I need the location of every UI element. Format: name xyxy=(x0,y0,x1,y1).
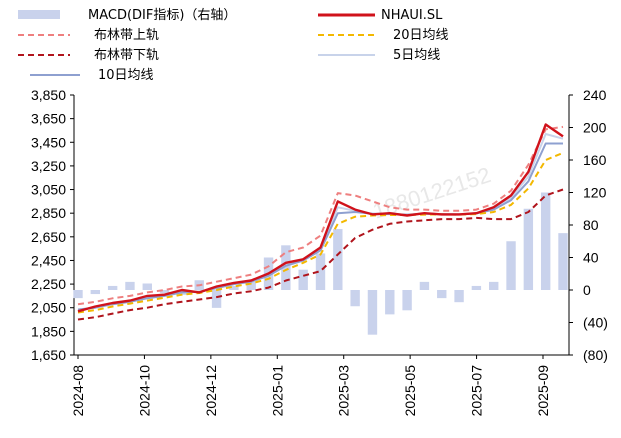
macd-bar xyxy=(471,285,482,290)
legend-label-macd: MACD(DIF指标)（右轴） xyxy=(88,8,236,23)
y-tick-right-label: 40 xyxy=(583,250,599,266)
macd-bar xyxy=(558,233,568,290)
legend-label-boll-lower: 布林带下轨 xyxy=(94,48,159,63)
macd-bar xyxy=(107,285,118,290)
legend-label-ma5: 5日均线 xyxy=(393,48,440,63)
macd-bar xyxy=(350,290,360,307)
macd-bar xyxy=(159,290,170,294)
series-lines xyxy=(77,123,564,321)
x-tick-label: 2024-10 xyxy=(136,365,152,417)
y-tick-right-label: 120 xyxy=(583,185,607,201)
macd-bar xyxy=(506,241,516,290)
legend-label-nhaui: NHAUI.SL xyxy=(381,8,443,23)
y-tick-right-label: 160 xyxy=(583,152,607,168)
y-tick-right-label: 80 xyxy=(583,217,599,233)
legend: MACD(DIF指标)（右轴） NHAUI.SL 布林带上轨 20日均线 布林带… xyxy=(18,8,449,83)
y-tick-left-label: 3,450 xyxy=(31,134,66,150)
y-tick-left-label: 2,650 xyxy=(31,229,66,245)
y-ticks-left: 3,850 3,650 3,450 3,250 3,050 2,850 2,650 2,450… xyxy=(31,87,74,363)
x-tick-label: 2024-12 xyxy=(203,365,219,417)
macd-bar xyxy=(419,281,430,290)
macd-bar xyxy=(437,290,447,299)
y-tick-left-label: 3,250 xyxy=(31,158,66,174)
macd-bar xyxy=(454,290,464,303)
y-tick-right-label: 240 xyxy=(583,87,607,103)
y-tick-left-label: 2,450 xyxy=(31,252,66,268)
y-ticks-right: 240 200 160 120 80 40 0 (40) (80) xyxy=(569,87,608,363)
y-tick-right-label: (40) xyxy=(583,315,608,331)
x-tick-label: 2024-08 xyxy=(70,365,86,417)
x-tick-label: 2025-07 xyxy=(469,365,485,417)
macd-bar xyxy=(281,245,291,290)
y-tick-left-label: 3,050 xyxy=(31,182,66,198)
macd-bar xyxy=(142,283,152,290)
y-tick-left-label: 2,850 xyxy=(31,205,66,221)
series-line-布林带下轨 xyxy=(77,188,564,321)
legend-label-ma10: 10日均线 xyxy=(98,68,154,83)
y-tick-left-label: 1,850 xyxy=(31,323,66,339)
x-tick-label: 2025-01 xyxy=(269,365,285,417)
macd-bar xyxy=(246,281,256,290)
macd-bar xyxy=(333,229,343,290)
macd-bar xyxy=(211,290,222,308)
series-line-NHAUI.SL xyxy=(77,123,564,313)
y-tick-right-label: 200 xyxy=(583,120,607,136)
macd-bar xyxy=(73,290,83,299)
legend-label-boll-upper: 布林带上轨 xyxy=(94,28,159,43)
macd-bar xyxy=(385,290,395,315)
macd-bar xyxy=(229,285,239,290)
macd-bar xyxy=(125,281,135,290)
macd-bar xyxy=(402,290,412,311)
macd-bar xyxy=(540,192,551,290)
x-tick-label: 2025-05 xyxy=(402,365,418,417)
y-tick-left-label: 2,250 xyxy=(31,276,66,292)
macd-bar xyxy=(523,208,534,290)
y-tick-right-label: (80) xyxy=(583,347,608,363)
x-tick-label: 2025-09 xyxy=(535,365,551,417)
legend-label-ma20: 20日均线 xyxy=(393,28,449,43)
y-tick-left-label: 3,650 xyxy=(31,111,66,127)
y-tick-right-label: 0 xyxy=(583,282,591,298)
macd-bars xyxy=(73,192,568,335)
x-ticks: 2024-08 2024-10 2024-12 2025-01 2025-03 2025-… xyxy=(70,355,551,416)
y-tick-left-label: 2,050 xyxy=(31,300,66,316)
legend-swatch-macd xyxy=(18,10,60,19)
x-tick-label: 2025-03 xyxy=(336,365,352,417)
y-tick-left-label: 1,650 xyxy=(31,347,66,363)
macd-bar xyxy=(298,269,308,290)
macd-bar xyxy=(367,290,378,335)
y-tick-left-label: 3,850 xyxy=(31,87,66,103)
macd-bar xyxy=(489,281,499,290)
macd-bar xyxy=(315,253,326,290)
macd-bar xyxy=(90,290,101,295)
series-line-20日均线 xyxy=(77,151,564,314)
series-line-布林带上轨 xyxy=(77,125,564,306)
